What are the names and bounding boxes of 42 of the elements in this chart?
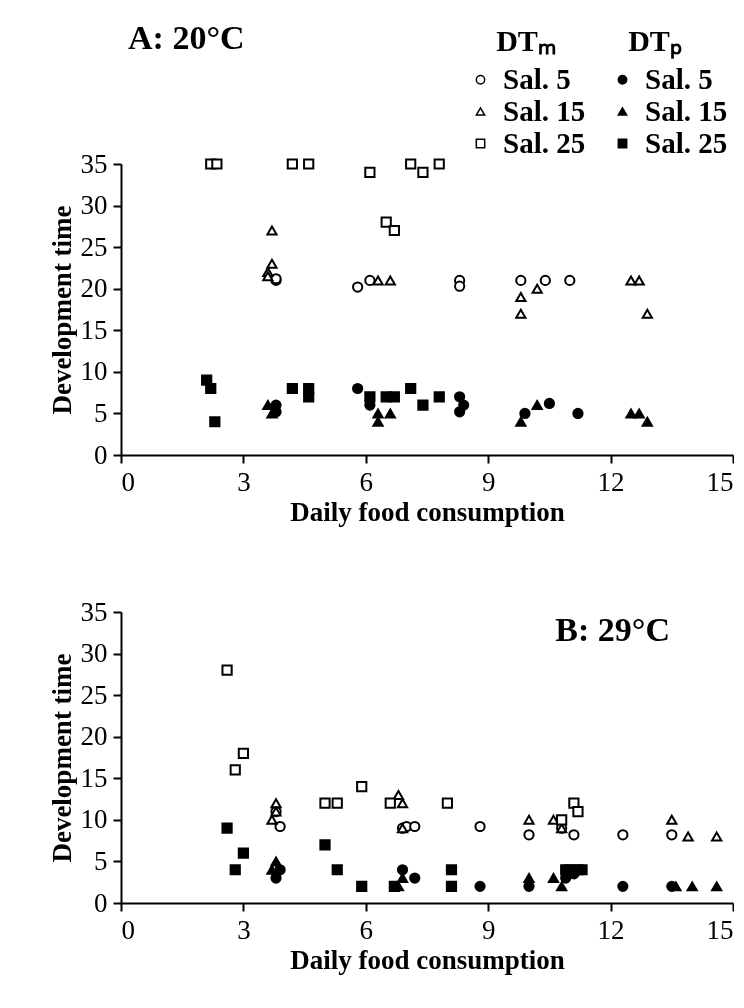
y-tick-label: 10 [80,804,108,835]
y-tick-label: 25 [80,231,108,262]
x-tick-label: 15 [706,466,734,497]
x-tick-label: 3 [237,466,251,497]
text: DTₘ [496,24,556,57]
y-tick-label: 30 [80,638,108,669]
y-tick-label: 20 [80,273,108,304]
y-tick-label: 0 [94,887,108,918]
y-tick-label: 5 [94,397,108,428]
x-tick-label: 12 [597,466,625,497]
x-tick-label: 6 [359,914,374,945]
x-tick-label: 9 [481,914,496,945]
chart-title: B: 29°C [555,611,670,648]
y-tick-label: 20 [80,721,108,752]
y-tick-label: 15 [80,314,108,345]
y-tick-label: 15 [80,762,108,793]
legend-label: Sal. 15 [503,94,586,127]
legend-label: Sal. 5 [503,62,571,95]
x-tick-label: 12 [597,914,625,945]
y-axis-title: Development time [46,653,77,863]
x-axis-title: Daily food consumption [290,496,565,527]
x-tick-label: 3 [237,914,251,945]
chart-title: A: 20°C [128,19,245,56]
x-tick-label: 9 [481,466,496,497]
x-tick-label: 0 [121,914,135,945]
legend-label: Sal. 15 [645,94,728,127]
legend-label: Sal. 25 [645,126,728,159]
x-tick-label: 15 [706,914,734,945]
y-tick-label: 25 [80,679,108,710]
x-tick-label: 0 [121,466,135,497]
y-tick-label: 0 [94,439,108,470]
x-axis-title: Daily food consumption [290,944,565,975]
x-tick-label: 6 [359,466,374,497]
y-tick-label: 35 [80,596,108,627]
y-axis-title: Development time [46,205,77,415]
y-tick-label: 30 [80,190,108,221]
y-tick-label: 35 [80,148,108,179]
y-tick-label: 5 [94,845,108,876]
legend-label: Sal. 5 [645,62,713,95]
text: DTₚ [628,24,682,59]
y-tick-label: 10 [80,356,108,387]
legend-label: Sal. 25 [503,126,586,159]
